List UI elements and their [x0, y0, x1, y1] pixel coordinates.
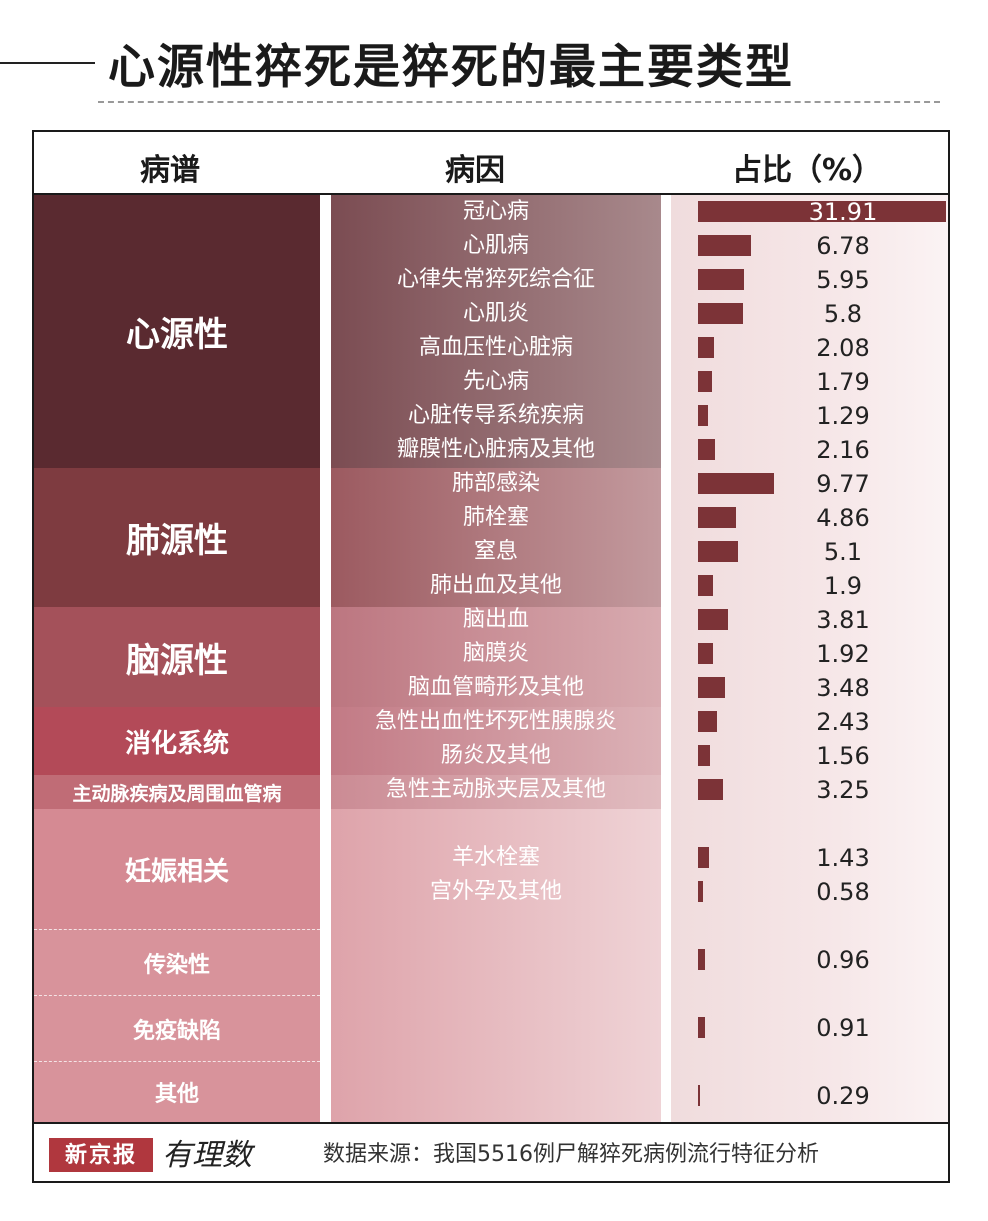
value-label: 2.08 [816, 334, 870, 362]
bar [698, 371, 712, 392]
value-label: 31.91 [808, 198, 878, 226]
value-label: 4.86 [816, 504, 870, 532]
cause-label: 肺栓塞 [462, 505, 529, 530]
bar [698, 711, 717, 732]
cause-label: 肺出血及其他 [429, 573, 562, 598]
cause-label: 肠炎及其他 [440, 743, 551, 768]
value-label: 6.78 [816, 232, 870, 260]
page-title: 心源性猝死是猝死的最主要类型 [108, 40, 794, 95]
value-label: 0.29 [816, 1082, 870, 1110]
cause-band-pulmonary [331, 468, 661, 607]
value-label: 5.95 [816, 266, 870, 294]
bar [698, 779, 724, 800]
bar [698, 1017, 706, 1038]
value-label: 1.9 [823, 572, 863, 600]
value-label: 5.8 [823, 300, 863, 328]
cause-label: 肺部感染 [451, 471, 540, 496]
cause-label: 脑血管畸形及其他 [407, 675, 584, 700]
bar [698, 949, 706, 970]
value-label: 1.56 [816, 742, 870, 770]
bar [698, 235, 751, 256]
data-source: 数据来源：我国5516例尸解猝死病例流行特征分析 [323, 1142, 819, 1167]
cause-label: 急性主动脉夹层及其他 [385, 777, 606, 802]
bar [698, 745, 711, 766]
bar [698, 303, 744, 324]
cause-label: 急性出血性坏死性胰腺炎 [374, 709, 617, 734]
share-column: 31.91 6.78 5.95 5.8 2.08 1.79 1.29 2.16 9.77 4.86… [671, 195, 948, 1122]
cause-label: 宫外孕及其他 [429, 879, 562, 904]
header-category: 病谱 [140, 153, 200, 188]
brand-logo: 新京报 [49, 1138, 153, 1172]
value-label: 0.91 [816, 1014, 870, 1042]
group-infectious: 传染性 [34, 929, 320, 995]
bar [698, 575, 713, 596]
cause-label: 瓣膜性心脏病及其他 [396, 437, 595, 462]
cause-band-aortic [331, 775, 661, 809]
cause-column: 冠心病心肌病心律失常猝死综合征 心肌炎高血压性心脏病 先心病心脏传导系统疾病 瓣膜性心… [331, 195, 661, 1122]
cause-label: 心肌病 [462, 233, 529, 258]
bar [698, 1085, 701, 1106]
cause-band-digestive [331, 707, 661, 775]
bar [698, 201, 946, 222]
value-label: 2.16 [816, 436, 870, 464]
bar [698, 847, 710, 868]
group-pulmonary: 肺源性 [34, 468, 320, 607]
cause-label: 窒息 [473, 539, 518, 564]
bar [698, 405, 709, 426]
bar [698, 609, 728, 630]
value-label: 1.92 [816, 640, 870, 668]
value-label: 9.77 [816, 470, 870, 498]
group-immunodeficiency: 免疫缺陷 [34, 995, 320, 1061]
cause-label: 心肌炎 [462, 301, 529, 326]
header-share: 占比（%） [732, 153, 883, 188]
cause-band-cerebral [331, 607, 661, 707]
cause-label: 冠心病 [462, 199, 529, 224]
group-cardiac: 心源性 [34, 195, 320, 468]
cause-band-cardiac [331, 195, 661, 468]
bar [698, 269, 745, 290]
bar [698, 881, 703, 902]
value-label: 0.58 [816, 878, 870, 906]
title-underline [98, 101, 940, 103]
brand-sub-logo: 有理数 [162, 1138, 252, 1173]
footer-rule [34, 1122, 948, 1124]
value-label: 3.81 [816, 606, 870, 634]
cause-label: 心脏传导系统疾病 [407, 403, 584, 428]
bar [698, 643, 713, 664]
value-label: 3.48 [816, 674, 870, 702]
value-label: 5.1 [823, 538, 863, 566]
group-aortic: 主动脉疾病及周围血管病 [34, 775, 320, 809]
value-label: 2.43 [816, 708, 870, 736]
bar [698, 473, 774, 494]
title-rule [0, 62, 95, 64]
group-other: 其他 [34, 1061, 320, 1122]
value-label: 0.96 [816, 946, 870, 974]
value-label: 3.25 [816, 776, 870, 804]
cause-label: 脑出血 [462, 607, 529, 632]
category-column: 心源性 肺源性 脑源性 消化系统 主动脉疾病及周围血管病 妊娠相关 传染性 免疫… [34, 195, 320, 1122]
cause-label: 脑膜炎 [462, 641, 529, 666]
value-label: 1.43 [816, 844, 870, 872]
value-label: 1.79 [816, 368, 870, 396]
group-digestive: 消化系统 [34, 707, 320, 775]
bar [698, 541, 738, 562]
header-cause: 病因 [445, 153, 505, 188]
bar [698, 507, 736, 528]
cause-label: 心律失常猝死综合征 [396, 267, 595, 292]
value-label: 1.29 [816, 402, 870, 430]
header-rule [34, 193, 948, 195]
bar [698, 677, 726, 698]
cause-label: 高血压性心脏病 [418, 335, 573, 360]
group-cerebral: 脑源性 [34, 607, 320, 707]
bar [698, 439, 715, 460]
cause-band-lower [331, 809, 661, 1122]
cause-label: 先心病 [462, 369, 529, 394]
group-pregnancy: 妊娠相关 [34, 809, 320, 929]
bar [698, 337, 715, 358]
cause-label: 羊水栓塞 [451, 845, 540, 870]
